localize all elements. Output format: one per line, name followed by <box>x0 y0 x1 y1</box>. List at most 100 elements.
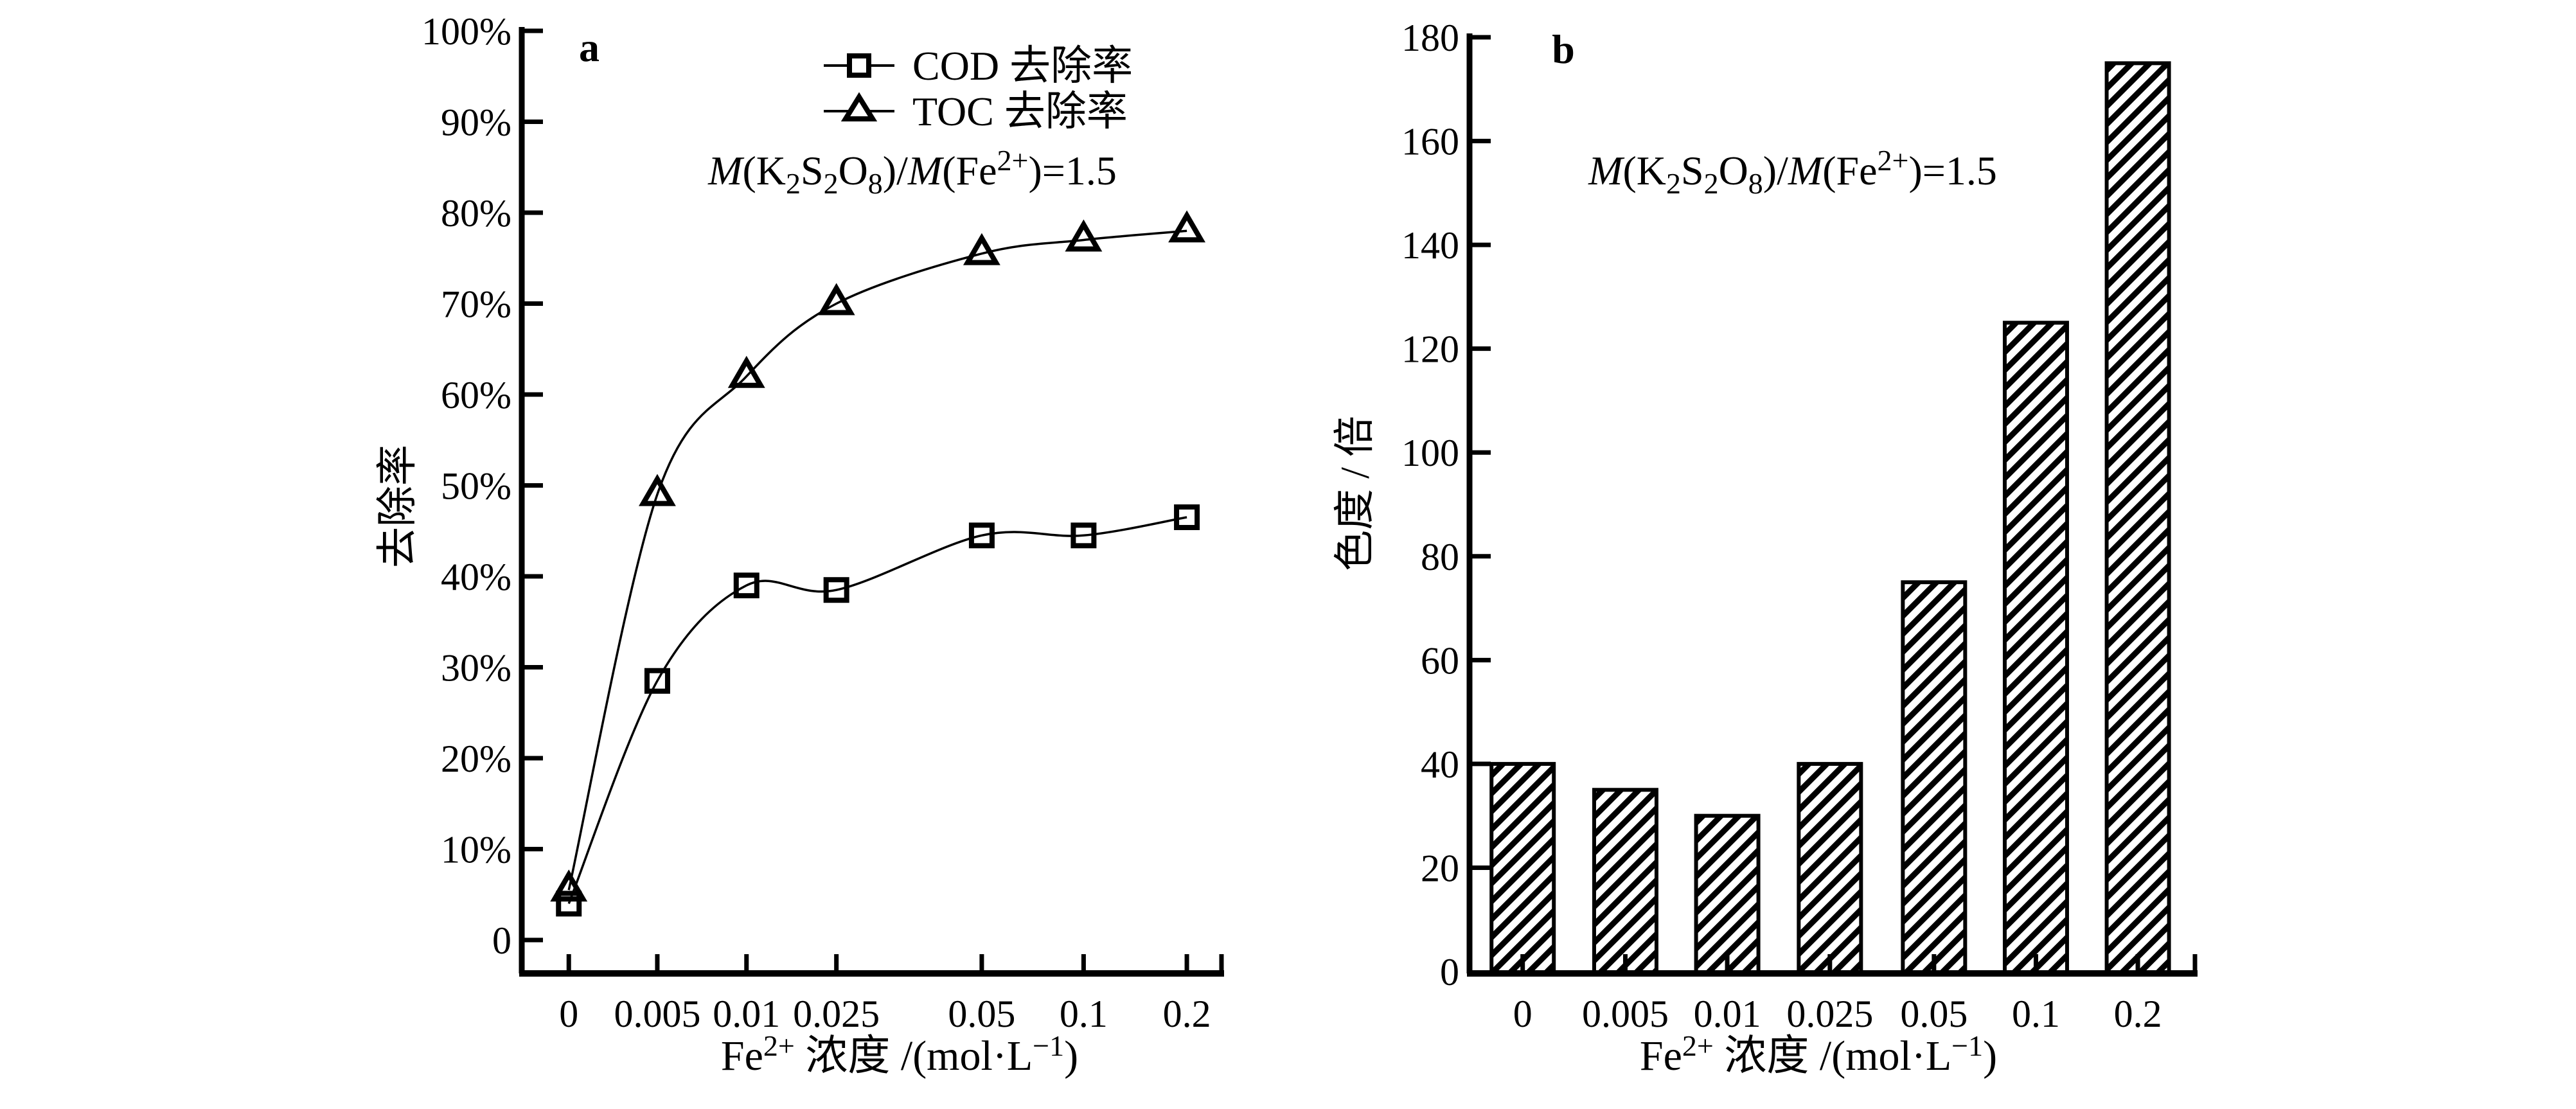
panel-a-xlabel: Fe2+ 浓度 /(mol·L−1) <box>721 1029 1078 1079</box>
series-cod-point-2-square-marker <box>733 572 759 599</box>
panel-a-ytick-label: 90% <box>441 102 511 144</box>
legend-triangle-marker-icon <box>840 92 878 121</box>
panel-a-xtick-label: 0.05 <box>948 993 1015 1035</box>
panel-b: 0 20 40 60 80 100 120 140 160 180 0 0.005 0.01 0.025 0… <box>1332 17 2198 1079</box>
panel-a-xtick-label: 0 <box>559 993 578 1035</box>
rich-text-part: M <box>907 148 945 193</box>
panel-a-annotation: M(K2S2O8)/M(Fe2+)=1.5 <box>707 144 1117 200</box>
panel-b-xtick-label: 0.01 <box>1694 993 1761 1035</box>
rich-text-part: 2+ <box>1878 144 1909 177</box>
panel-b-ytick-label: 160 <box>1401 121 1459 163</box>
panel-b-xtick-label: 0.2 <box>2114 993 2162 1035</box>
panel-b-ytick-label: 140 <box>1401 224 1459 267</box>
panel-a-ytick-label: 100% <box>422 10 511 53</box>
panel-a-ytick-label: 80% <box>441 192 511 235</box>
bar-0.2 <box>2104 61 2171 975</box>
panel-a-ytick-label: 20% <box>441 738 511 780</box>
rich-text-part: 2 <box>1666 167 1681 200</box>
rich-text-part: (Fe <box>942 148 997 193</box>
panel-b-xtick-label: 0.005 <box>1582 993 1669 1035</box>
bar-0.005 <box>1592 788 1658 976</box>
series-toc-point-1-triangle-marker <box>639 474 676 506</box>
panel-b-annotation: M(K2S2O8)/M(Fe2+)=1.5 <box>1588 144 1997 200</box>
panel-a-letter: a <box>579 24 600 70</box>
panel-a-ytick-label: 0 <box>492 919 511 962</box>
rich-text-part: 8 <box>1748 167 1763 200</box>
panel-b-xtick-label: 0.025 <box>1786 993 1873 1035</box>
series-cod-point-6-square-marker <box>1174 504 1200 531</box>
bar-0.025 <box>1797 761 1863 976</box>
panel-b-xtick-label: 0.05 <box>1900 993 1968 1035</box>
panel-b-ytick-label: 180 <box>1401 17 1459 59</box>
panel-b-ytick-label: 0 <box>1440 951 1459 993</box>
rich-text-part: 2 <box>824 167 839 200</box>
rich-text-part: (K <box>1622 148 1666 193</box>
series-cod-point-0-square-marker <box>556 891 582 917</box>
panel-a-xtick-label: 0.025 <box>793 993 880 1035</box>
rich-text-part: 浓度 /(mol·L <box>795 1033 1033 1079</box>
rich-text-part: 浓度 /(mol·L <box>1714 1033 1951 1079</box>
series-cod-point-1-square-marker <box>644 668 670 694</box>
panel-a-xtick-label: 0.005 <box>614 993 700 1035</box>
panel-b-xtick-label: 0 <box>1513 993 1532 1035</box>
series-toc-point-0-triangle-marker <box>550 869 588 902</box>
series-cod-point-3-square-marker <box>823 577 849 603</box>
panel-b-ytick-label: 100 <box>1401 432 1459 474</box>
panel-b-ytick-label: 120 <box>1401 328 1459 371</box>
series-toc-curve <box>567 229 1187 891</box>
panel-a: 0 10% 20% 30% 40% 50% 60% 70% 80% 90% 100% 0 0.005 0.… <box>375 10 1224 1079</box>
bar-0 <box>1489 761 1556 976</box>
rich-text-part: )/ <box>1763 148 1788 193</box>
rich-text-part: M <box>1588 148 1625 193</box>
bar-0.05 <box>1901 580 1968 975</box>
rich-text-part: O <box>839 148 868 193</box>
series-toc-point-5-triangle-marker <box>1065 219 1103 252</box>
panel-a-ytick-label: 40% <box>441 556 511 598</box>
panel-a-xtick-label: 0.1 <box>1060 993 1108 1035</box>
panel-a-ytick-label: 70% <box>441 283 511 326</box>
panel-a-ytick-label: 60% <box>441 374 511 416</box>
panel-a-ytick-label: 30% <box>441 647 511 689</box>
legend-label: TOC 去除率 <box>912 89 1128 134</box>
rich-text-part: (Fe <box>1822 148 1877 193</box>
panel-b-ytick-label: 60 <box>1421 639 1459 682</box>
panel-b-xtick-label: 0.1 <box>2012 993 2060 1035</box>
rich-text-part: ) <box>1064 1033 1078 1079</box>
legend-label: COD 去除率 <box>912 43 1133 89</box>
series-cod-point-4-square-marker <box>968 522 995 549</box>
rich-text-part: Fe <box>721 1033 763 1079</box>
series-toc-point-2-triangle-marker <box>727 355 765 388</box>
rich-text-part: −1 <box>1951 1029 1983 1062</box>
rich-text-part: 8 <box>868 167 883 200</box>
panel-a-ytick-label: 10% <box>441 829 511 871</box>
rich-text-part: 2+ <box>997 144 1029 177</box>
series-toc-point-6-triangle-marker <box>1168 210 1206 243</box>
rich-text-part: 2+ <box>1682 1029 1714 1062</box>
panel-a-ylabel: 去除率 <box>375 445 420 568</box>
panel-b-xlabel: Fe2+ 浓度 /(mol·L−1) <box>1640 1029 1997 1079</box>
panel-b-ytick-label: 20 <box>1421 847 1459 889</box>
rich-text-part: 2 <box>786 167 801 200</box>
rich-text-part: )=1.5 <box>1908 148 1996 193</box>
rich-text-part: −1 <box>1033 1029 1064 1062</box>
rich-text-part: M <box>1788 148 1825 193</box>
rich-text-part: 2 <box>1704 167 1719 200</box>
series-toc-point-4-triangle-marker <box>963 233 1000 265</box>
panel-b-ytick-label: 40 <box>1421 743 1459 786</box>
rich-text-part: Fe <box>1640 1033 1682 1079</box>
panel-a-xtick-label: 0.2 <box>1163 993 1211 1035</box>
panel-b-ytick-label: 80 <box>1421 536 1459 578</box>
rich-text-part: O <box>1719 148 1748 193</box>
panel-b-letter: b <box>1552 26 1575 72</box>
rich-text-part: (K <box>742 148 786 193</box>
rich-text-part: S <box>801 148 824 193</box>
rich-text-part: M <box>707 148 745 193</box>
panel-a-xtick-label: 0.01 <box>713 993 780 1035</box>
rich-text-part: ) <box>1983 1033 1997 1079</box>
panel-a-ytick-label: 50% <box>441 465 511 508</box>
series-cod-point-5-square-marker <box>1070 522 1097 549</box>
rich-text-part: 2+ <box>763 1029 795 1062</box>
